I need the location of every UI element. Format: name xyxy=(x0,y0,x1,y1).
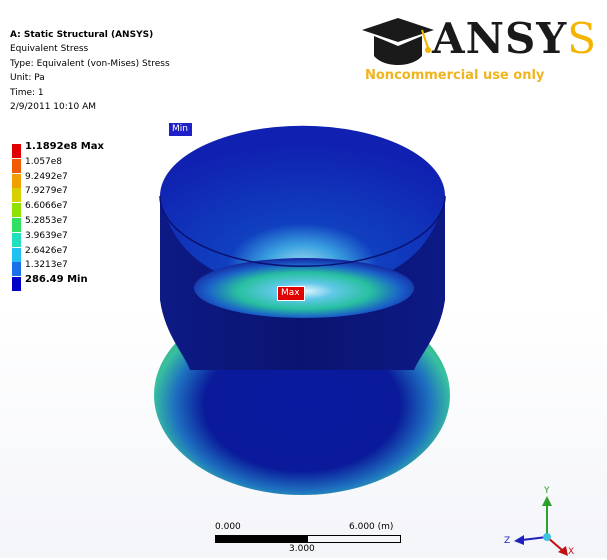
legend-value: 1.1892e8 Max xyxy=(25,141,104,152)
legend-value: 2.6426e7 xyxy=(25,245,68,256)
legend-value: 9.2492e7 xyxy=(25,171,68,182)
result-name: Equivalent Stress xyxy=(10,44,89,55)
result-time: Time: 1 xyxy=(10,87,44,98)
legend-swatch xyxy=(12,203,21,218)
legend-value: 5.2853e7 xyxy=(25,216,68,226)
legend-swatch xyxy=(12,173,21,188)
triad-z-label: Z xyxy=(504,536,510,546)
max-probe-label[interactable]: Max xyxy=(277,286,305,301)
result-type: Type: Equivalent (von-Mises) Stress xyxy=(10,58,170,69)
inner-back-wall xyxy=(160,125,445,292)
scale-ruler: 0.000 6.000 (m) 3.000 xyxy=(215,520,401,554)
legend-value: 1.3213e7 xyxy=(25,260,68,271)
legend-swatch xyxy=(12,232,21,247)
legend-swatch xyxy=(12,188,21,203)
result-date: 2/9/2011 10:10 AM xyxy=(10,102,97,113)
ansys-wordmark: ANSYS xyxy=(432,14,598,63)
legend-value: 6.6066e7 xyxy=(25,201,68,212)
legend-value: 7.9279e7 xyxy=(25,186,68,197)
license-notice: Noncommercial use only xyxy=(365,68,545,83)
result-info-block: A: Static Structural (ANSYS) Equivalent … xyxy=(10,28,170,114)
triad-x-label: X xyxy=(568,547,574,556)
axis-triad[interactable]: Y Z X xyxy=(500,480,580,557)
top-rim xyxy=(159,195,446,267)
legend-swatch xyxy=(12,262,21,277)
analysis-title: A: Static Structural (ANSYS) xyxy=(10,30,154,40)
mortarboard-icon xyxy=(362,18,434,65)
legend-swatch xyxy=(12,144,21,158)
scale-mid-label: 3.000 xyxy=(289,544,315,554)
legend-swatch xyxy=(12,247,21,262)
result-unit: Unit: Pa xyxy=(10,73,45,84)
legend-swatch xyxy=(12,277,21,292)
scale-left-label: 0.000 xyxy=(215,522,241,532)
min-probe-label[interactable]: Min xyxy=(168,122,193,137)
legend-value: 286.49 Min xyxy=(25,274,88,286)
scale-right-label: 6.000 (m) xyxy=(349,522,394,532)
legend-swatch xyxy=(12,158,21,173)
triad-y-label: Y xyxy=(543,486,550,496)
coordinate-triad-icon: Y Z X xyxy=(504,486,574,557)
legend-value: 1.057e8 xyxy=(25,156,63,167)
legend-value: 3.9639e7 xyxy=(25,230,68,241)
ansys-logo: ANSYS Noncommercial use only xyxy=(360,14,600,86)
scale-bar xyxy=(215,535,401,543)
legend-swatch xyxy=(12,218,21,232)
